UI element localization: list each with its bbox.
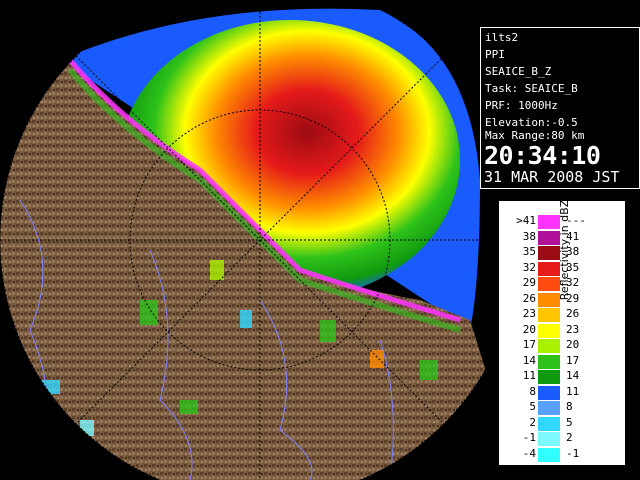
legend-swatch <box>538 401 560 415</box>
legend-swatch <box>538 354 560 369</box>
legend-swatch <box>538 385 560 400</box>
legend-swatch <box>538 339 560 353</box>
legend-swatch <box>538 447 560 462</box>
scan-date: 31 MAR 2008 JST <box>484 168 620 186</box>
legend-upper-value: 32 <box>566 276 580 289</box>
legend-lower-value: 2 <box>529 415 536 429</box>
legend-lower-value: -1 <box>522 431 536 444</box>
color-legend <box>498 200 626 466</box>
scan-time: 20:34:10 <box>484 141 601 170</box>
radar-info-panel: ilts2 PPI SEAICE_B_Z Task: SEAICE_B PRF:… <box>480 27 640 189</box>
legend-lower-value: 17 <box>522 338 536 351</box>
legend-lower-value: 26 <box>522 291 536 305</box>
legend-upper-value: 41 <box>566 229 580 243</box>
legend-lower-value: 38 <box>522 229 536 243</box>
legend-lower-value: 32 <box>522 260 536 274</box>
legend-lower-value: 8 <box>529 384 536 398</box>
legend-upper-value: 17 <box>566 353 580 367</box>
legend-swatch <box>538 416 560 431</box>
legend-upper-value: 29 <box>566 291 580 305</box>
legend-upper-value: 26 <box>566 307 580 320</box>
legend-upper-value: 8 <box>566 400 573 413</box>
legend-swatch <box>538 277 560 291</box>
legend-swatch <box>538 292 560 307</box>
elevation-value: Elevation:-0.5 <box>485 116 578 129</box>
legend-swatch <box>538 323 560 338</box>
legend-lower-value: >41 <box>516 214 536 227</box>
legend-lower-value: 29 <box>522 276 536 289</box>
legend-upper-value: 11 <box>566 384 580 398</box>
legend-swatch <box>538 261 560 276</box>
legend-swatch <box>538 432 560 446</box>
task-name: Task: SEAICE_B <box>485 82 578 95</box>
legend-lower-value: 20 <box>522 322 536 336</box>
legend-lower-value: 5 <box>529 400 536 413</box>
legend-upper-value: 5 <box>566 415 573 429</box>
legend-upper-value: 14 <box>566 369 580 382</box>
legend-lower-value: 23 <box>522 307 536 320</box>
coastal-clutter <box>68 58 461 323</box>
legend-swatch <box>538 215 560 229</box>
legend-upper-value: --- <box>566 214 586 227</box>
legend-swatch <box>538 370 560 384</box>
legend-lower-value: 35 <box>522 245 536 258</box>
legend-lower-value: -4 <box>522 446 536 460</box>
legend-lower-value: 11 <box>522 369 536 382</box>
legend-upper-value: 38 <box>566 245 580 258</box>
scan-type: PPI <box>485 48 505 61</box>
legend-swatch <box>538 246 560 260</box>
legend-swatch <box>538 230 560 245</box>
legend-upper-value: -1 <box>566 446 580 460</box>
prf-value: PRF: 1000Hz <box>485 99 558 112</box>
product-name: SEAICE_B_Z <box>485 65 552 78</box>
legend-lower-value: 14 <box>522 353 536 367</box>
legend-title: Reflectivity in dBZ <box>558 199 571 301</box>
legend-upper-value: 2 <box>566 431 573 444</box>
radar-name: ilts2 <box>485 31 519 44</box>
max-range-value: Max Range:80 km <box>485 129 585 142</box>
legend-upper-value: 23 <box>566 322 580 336</box>
legend-upper-value: 20 <box>566 338 580 351</box>
legend-upper-value: 35 <box>566 260 580 274</box>
legend-swatch <box>538 308 560 322</box>
